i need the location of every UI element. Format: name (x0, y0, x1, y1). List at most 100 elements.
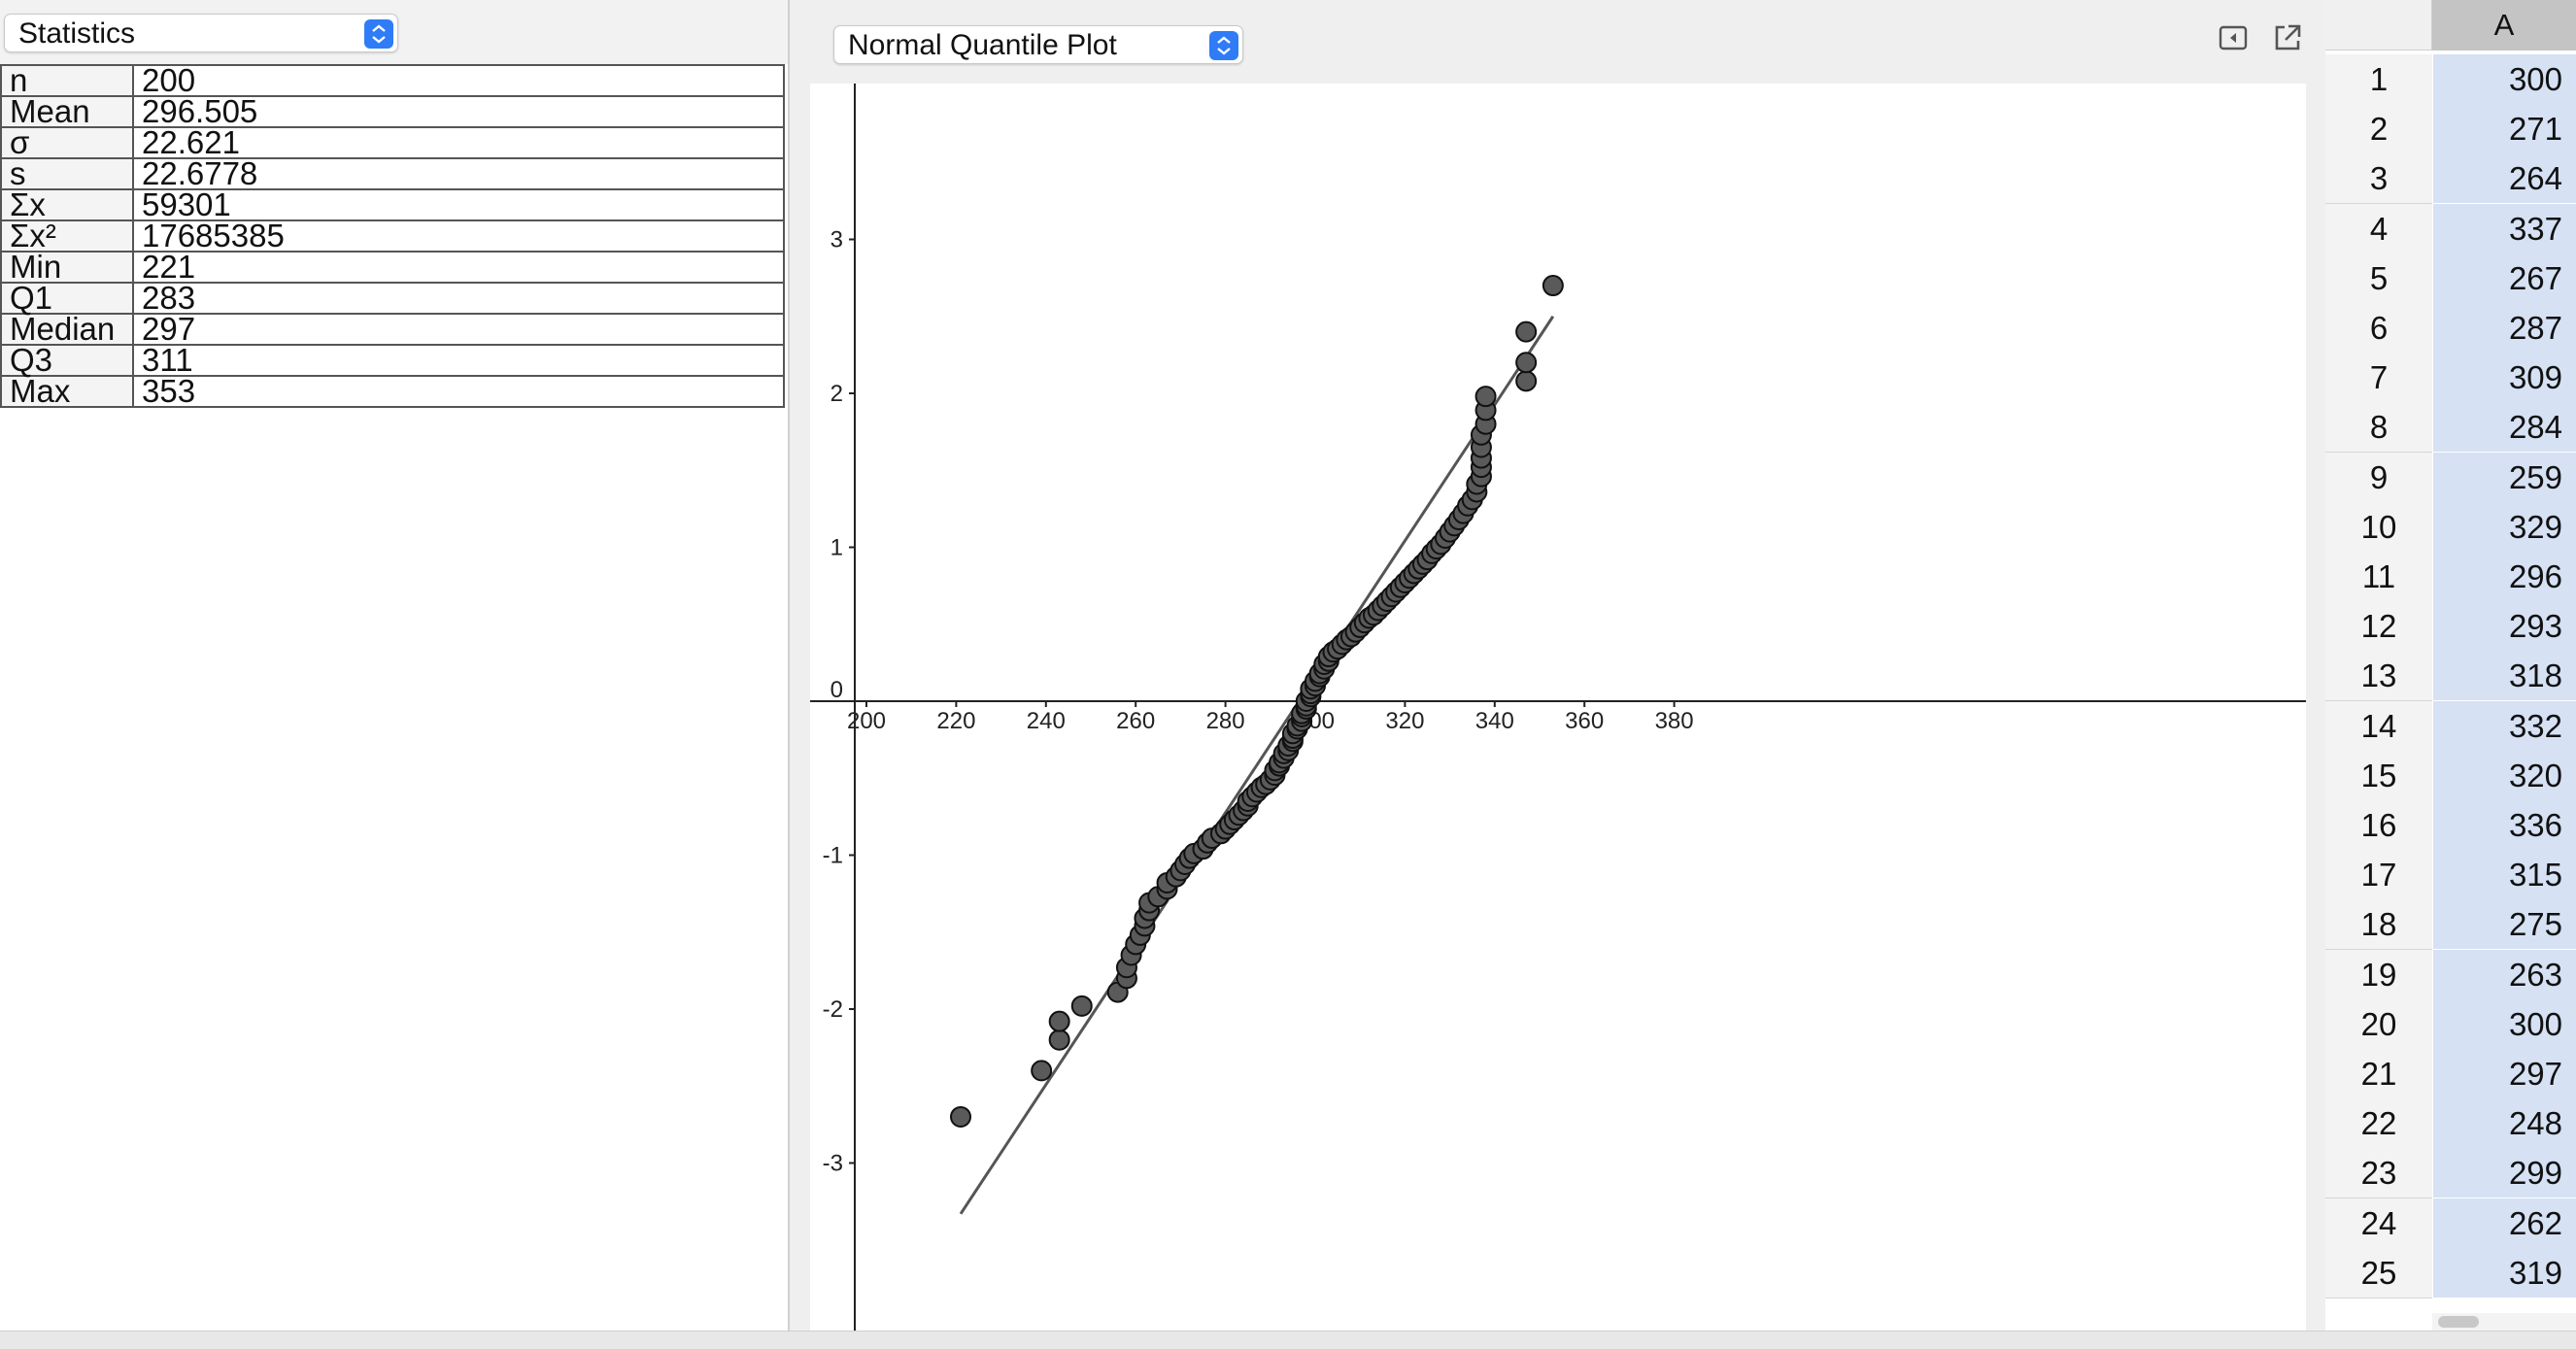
row-number[interactable]: 18 (2325, 899, 2432, 951)
collapse-left-icon[interactable] (2217, 21, 2250, 54)
data-point[interactable] (1048, 1010, 1070, 1032)
column-header-a[interactable]: A (2432, 0, 2576, 51)
x-tick-label: 260 (1116, 708, 1155, 734)
cell-value[interactable]: 287 (2432, 303, 2576, 354)
cell-value[interactable]: 296 (2432, 552, 2576, 602)
data-point[interactable] (1474, 386, 1497, 408)
statistic-label: Mean (0, 95, 134, 128)
plot-area[interactable]: 200 220 240 260 280 300 320 340 360 380 -3 -2 -1 0 1 2 3 (810, 84, 2306, 1331)
statistics-dropdown[interactable]: Statistics (4, 14, 398, 52)
y-tick-label: 2 (830, 381, 843, 407)
scrollbar-thumb[interactable] (2438, 1316, 2479, 1328)
row-number[interactable]: 23 (2325, 1148, 2432, 1199)
cell-value[interactable]: 267 (2432, 253, 2576, 304)
statistic-label: Q3 (0, 344, 134, 377)
row-number[interactable]: 21 (2325, 1049, 2432, 1099)
statistics-panel: Statistics n 200 Mean 296.505 σ 22.621 s 22.677… (0, 0, 790, 1331)
statistic-label: Min (0, 251, 134, 284)
cell-value[interactable]: 271 (2432, 104, 2576, 155)
plot-type-dropdown[interactable]: Normal Quantile Plot (833, 25, 1243, 64)
cell-value[interactable]: 284 (2432, 402, 2576, 454)
x-tick-label: 320 (1385, 708, 1424, 734)
row-number[interactable]: 9 (2325, 452, 2432, 503)
spreadsheet-row: 21 297 (2325, 1049, 2576, 1099)
row-number[interactable]: 4 (2325, 203, 2432, 254)
statistic-value: 311 (132, 344, 785, 377)
data-point[interactable] (1515, 352, 1538, 374)
row-number[interactable]: 20 (2325, 998, 2432, 1050)
statistic-label: Max (0, 375, 134, 408)
spreadsheet-row: 17 315 (2325, 850, 2576, 901)
fit-line (959, 315, 1555, 1215)
horizontal-scrollbar[interactable] (2432, 1313, 2576, 1331)
row-number[interactable]: 13 (2325, 651, 2432, 702)
data-point[interactable] (1515, 320, 1538, 343)
data-point[interactable] (1031, 1060, 1053, 1082)
cell-value[interactable]: 319 (2432, 1247, 2576, 1298)
row-number[interactable]: 10 (2325, 501, 2432, 553)
row-number[interactable]: 1 (2325, 54, 2432, 105)
cell-value[interactable]: 300 (2432, 54, 2576, 105)
cell-value[interactable]: 337 (2432, 203, 2576, 254)
cell-value[interactable]: 315 (2432, 850, 2576, 901)
row-number[interactable]: 14 (2325, 700, 2432, 752)
row-number[interactable]: 19 (2325, 949, 2432, 1000)
cell-value[interactable]: 299 (2432, 1148, 2576, 1199)
statistic-label: Q1 (0, 282, 134, 315)
x-tick-label: 200 (847, 708, 886, 734)
row-number[interactable]: 12 (2325, 601, 2432, 653)
data-point[interactable] (1048, 1029, 1070, 1051)
cell-value[interactable]: 332 (2432, 700, 2576, 752)
pop-out-icon[interactable] (2271, 21, 2304, 54)
row-number[interactable]: 24 (2325, 1197, 2432, 1249)
statistic-value: 221 (132, 251, 785, 284)
row-number[interactable]: 7 (2325, 353, 2432, 404)
statistic-value: 22.621 (132, 126, 785, 159)
cell-value[interactable]: 309 (2432, 353, 2576, 404)
cell-value[interactable]: 320 (2432, 750, 2576, 801)
cell-value[interactable]: 297 (2432, 1049, 2576, 1099)
row-number[interactable]: 8 (2325, 402, 2432, 454)
statistic-label: n (0, 64, 134, 97)
row-number[interactable]: 22 (2325, 1098, 2432, 1150)
cell-value[interactable]: 293 (2432, 601, 2576, 653)
cell-value[interactable]: 318 (2432, 651, 2576, 702)
row-number[interactable]: 11 (2325, 552, 2432, 602)
cell-value[interactable]: 264 (2432, 153, 2576, 205)
cell-value[interactable]: 262 (2432, 1197, 2576, 1249)
statistics-row: n 200 (0, 64, 785, 97)
row-number[interactable]: 2 (2325, 104, 2432, 155)
statistic-value: 59301 (132, 188, 785, 221)
row-number[interactable]: 17 (2325, 850, 2432, 901)
plot-panel: Normal Quantile Plot 200 220 240 260 280 300 3… (791, 0, 2325, 1331)
cell-value[interactable]: 336 (2432, 800, 2576, 851)
spreadsheet-corner[interactable] (2325, 0, 2432, 51)
cell-value[interactable]: 329 (2432, 501, 2576, 553)
row-number[interactable]: 6 (2325, 303, 2432, 354)
spreadsheet-row: 22 248 (2325, 1098, 2576, 1150)
row-number[interactable]: 3 (2325, 153, 2432, 205)
statistics-row: Q1 283 (0, 282, 785, 315)
row-number[interactable]: 15 (2325, 750, 2432, 801)
data-point[interactable] (1515, 370, 1538, 392)
spreadsheet-row: 16 336 (2325, 800, 2576, 851)
row-number[interactable]: 16 (2325, 800, 2432, 851)
statistic-label: s (0, 157, 134, 190)
cell-value[interactable]: 275 (2432, 899, 2576, 951)
row-number[interactable]: 25 (2325, 1247, 2432, 1298)
statistics-row: Σx² 17685385 (0, 219, 785, 253)
data-point[interactable] (950, 1105, 972, 1128)
cell-value[interactable]: 259 (2432, 452, 2576, 503)
x-tick-label: 240 (1027, 708, 1066, 734)
cell-value[interactable]: 300 (2432, 998, 2576, 1050)
statistics-row: s 22.6778 (0, 157, 785, 190)
spreadsheet-row: 18 275 (2325, 899, 2576, 951)
spreadsheet-row: 20 300 (2325, 998, 2576, 1050)
cell-value[interactable]: 248 (2432, 1098, 2576, 1150)
cell-value[interactable]: 263 (2432, 949, 2576, 1000)
row-number[interactable]: 5 (2325, 253, 2432, 304)
spreadsheet-row: 12 293 (2325, 601, 2576, 653)
data-point[interactable] (1542, 275, 1564, 297)
data-point[interactable] (1070, 995, 1093, 1017)
